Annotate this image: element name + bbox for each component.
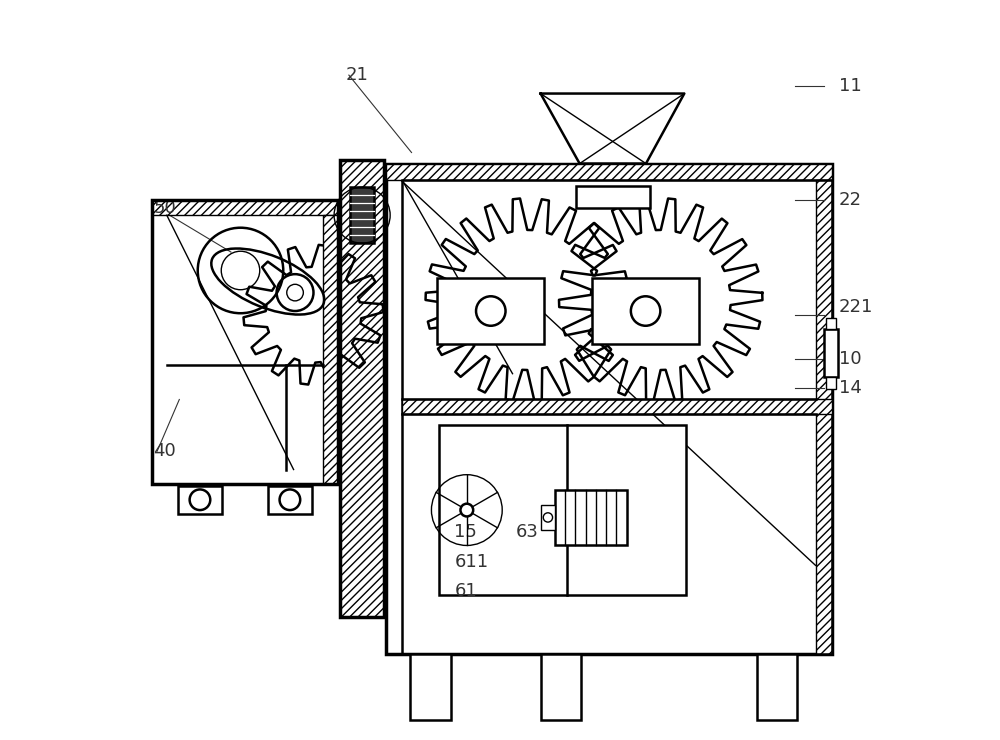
Bar xyxy=(437,278,544,344)
Bar xyxy=(340,160,384,617)
Text: 21: 21 xyxy=(345,66,368,84)
Bar xyxy=(410,654,451,720)
Text: 61: 61 xyxy=(454,582,477,600)
Circle shape xyxy=(190,489,210,510)
Bar xyxy=(541,505,555,530)
Bar xyxy=(386,164,832,180)
Bar xyxy=(402,400,832,414)
Bar xyxy=(824,329,838,377)
Text: 221: 221 xyxy=(839,298,873,316)
Bar xyxy=(541,654,581,720)
Bar xyxy=(816,180,832,654)
Bar xyxy=(323,215,338,484)
Circle shape xyxy=(514,286,541,313)
Text: 63: 63 xyxy=(516,523,539,541)
Bar xyxy=(340,160,384,617)
Text: 50: 50 xyxy=(154,199,176,217)
Text: 40: 40 xyxy=(154,442,176,460)
Bar xyxy=(350,187,374,243)
Bar xyxy=(555,490,627,545)
Text: 22: 22 xyxy=(839,192,862,209)
Bar xyxy=(386,164,832,654)
Text: 14: 14 xyxy=(839,380,862,397)
Bar xyxy=(826,317,836,329)
Text: 611: 611 xyxy=(454,553,488,571)
Bar xyxy=(826,377,836,389)
Circle shape xyxy=(543,513,553,522)
Text: 15: 15 xyxy=(454,523,477,541)
Text: 10: 10 xyxy=(839,350,862,368)
Bar xyxy=(152,201,338,215)
Bar xyxy=(268,485,312,514)
Bar xyxy=(402,180,832,654)
Bar xyxy=(178,485,222,514)
Circle shape xyxy=(476,296,506,326)
Circle shape xyxy=(647,286,674,313)
Text: 11: 11 xyxy=(839,77,862,95)
Bar xyxy=(439,425,686,595)
Circle shape xyxy=(280,489,300,510)
Circle shape xyxy=(631,296,660,326)
Bar xyxy=(152,201,338,484)
Bar xyxy=(592,278,699,344)
Circle shape xyxy=(460,504,473,517)
Text: 64: 64 xyxy=(560,523,583,541)
Bar xyxy=(757,654,797,720)
Bar xyxy=(576,186,650,208)
